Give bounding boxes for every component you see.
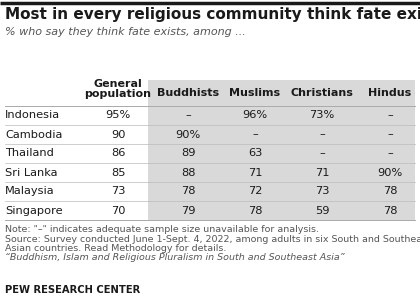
Text: General
population: General population [84,79,152,99]
Text: 96%: 96% [242,111,268,120]
Text: 73: 73 [111,187,125,197]
Text: “Buddhism, Islam and Religious Pluralism in South and Southeast Asia”: “Buddhism, Islam and Religious Pluralism… [5,253,345,262]
Text: Thailand: Thailand [5,149,54,159]
Text: 59: 59 [315,205,329,216]
Text: Cambodia: Cambodia [5,130,63,140]
Text: 63: 63 [248,149,262,159]
Text: PEW RESEARCH CENTER: PEW RESEARCH CENTER [5,285,140,295]
Text: 78: 78 [181,187,195,197]
Text: 95%: 95% [105,111,131,120]
Text: 89: 89 [181,149,195,159]
Text: 71: 71 [248,168,262,178]
Text: –: – [387,149,393,159]
Text: –: – [387,130,393,140]
Text: Most in every religious community think fate exists: Most in every religious community think … [5,7,420,22]
Text: Muslims: Muslims [229,88,281,98]
Text: 73%: 73% [310,111,335,120]
Text: 88: 88 [181,168,195,178]
Text: 90: 90 [111,130,125,140]
Text: –: – [252,130,258,140]
Text: Asian countries. Read Methodology for details.: Asian countries. Read Methodology for de… [5,244,226,253]
Text: 90%: 90% [176,130,201,140]
Text: –: – [185,111,191,120]
Text: Hindus: Hindus [368,88,412,98]
Text: Christians: Christians [291,88,354,98]
Text: 78: 78 [383,187,397,197]
Text: Singapore: Singapore [5,205,63,216]
Text: 71: 71 [315,168,329,178]
Text: Note: "–" indicates adequate sample size unavailable for analysis.: Note: "–" indicates adequate sample size… [5,225,319,234]
Text: Source: Survey conducted June 1-Sept. 4, 2022, among adults in six South and Sou: Source: Survey conducted June 1-Sept. 4,… [5,234,420,243]
Text: 79: 79 [181,205,195,216]
Text: 73: 73 [315,187,329,197]
Text: Buddhists: Buddhists [157,88,219,98]
Text: –: – [387,111,393,120]
Text: % who say they think fate exists, among ...: % who say they think fate exists, among … [5,27,246,37]
Text: Indonesia: Indonesia [5,111,60,120]
Text: 78: 78 [383,205,397,216]
Bar [148,80,415,220]
Text: 86: 86 [111,149,125,159]
Text: 72: 72 [248,187,262,197]
Text: 78: 78 [248,205,262,216]
Text: 90%: 90% [378,168,403,178]
Text: 85: 85 [111,168,125,178]
Text: –: – [319,130,325,140]
Text: –: – [319,149,325,159]
Text: 70: 70 [111,205,125,216]
Text: Malaysia: Malaysia [5,187,55,197]
Text: Sri Lanka: Sri Lanka [5,168,58,178]
